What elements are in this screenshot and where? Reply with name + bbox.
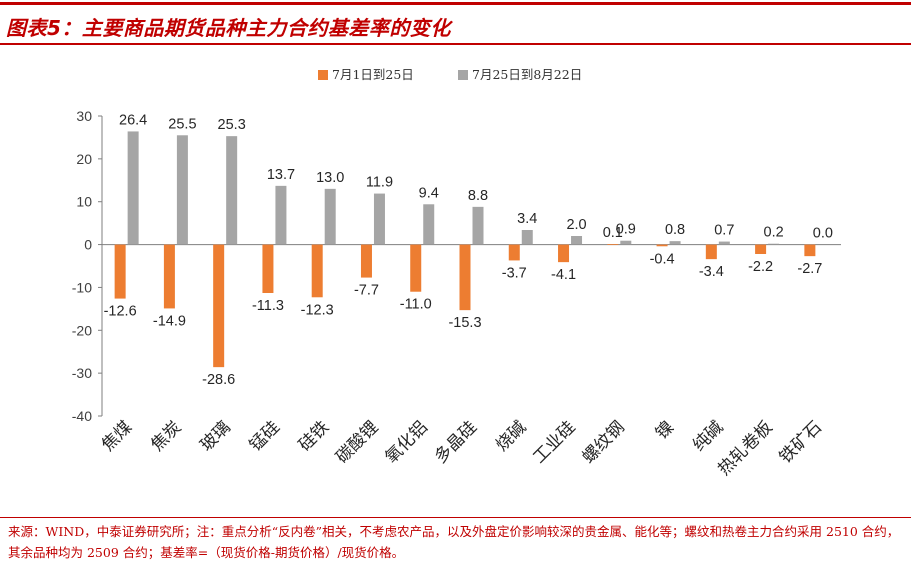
category-label: 铁矿石	[776, 417, 826, 467]
category-label: 烧碱	[492, 417, 530, 455]
legend-item-series-1: 7月1日到25日	[318, 64, 414, 83]
category-label: 焦煤	[98, 417, 136, 455]
bar-series-2	[127, 131, 139, 245]
data-label-series-1: -4.1	[551, 267, 576, 283]
data-label-series-1: -2.7	[797, 261, 822, 277]
category-label: 螺纹钢	[579, 417, 629, 467]
data-label-series-2: 25.3	[218, 117, 246, 133]
bar-series-2	[521, 230, 533, 245]
data-label-series-2: 26.4	[119, 112, 147, 128]
bar-series-1	[705, 244, 717, 260]
data-label-series-2: 0.7	[714, 223, 734, 239]
bar-series-1	[607, 244, 619, 245]
header-divider	[0, 43, 911, 45]
data-label-series-1: -3.4	[699, 264, 724, 280]
bar-series-1	[262, 244, 274, 293]
category-label: 硅铁	[295, 417, 333, 455]
bar-series-2	[768, 243, 780, 245]
category-label: 焦炭	[147, 417, 185, 455]
bar-series-2	[226, 136, 238, 245]
legend-swatch-series-2	[458, 70, 468, 80]
y-tick-label: -10	[72, 279, 92, 295]
bar-series-2	[620, 240, 632, 245]
category-label: 镍	[652, 417, 678, 443]
bar-series-2	[176, 135, 188, 245]
y-tick-label: 0	[84, 237, 92, 253]
category-label: 锰硅	[246, 417, 284, 455]
data-label-series-1: -0.4	[650, 251, 675, 267]
data-label-series-2: 3.4	[517, 211, 537, 227]
data-label-series-2: 13.7	[267, 167, 295, 183]
data-label-series-1: -7.7	[354, 283, 379, 299]
data-label-series-2: 0.8	[665, 222, 685, 238]
bar-series-1	[656, 244, 668, 247]
bar-series-1	[410, 244, 422, 292]
data-label-series-2: 2.0	[566, 217, 586, 233]
top-rule	[0, 2, 911, 5]
bar-series-2	[423, 204, 435, 245]
basis-rate-bar-chart: 30 20 10 0 -10 -20 -30 -40 -12.6 26.4 焦煤 -14.9 25.5 焦…	[72, 108, 841, 480]
bar-series-1	[804, 244, 816, 257]
data-label-series-1: 0.1	[603, 225, 623, 241]
bar-series-2	[275, 185, 287, 245]
y-tick-label: 20	[76, 151, 92, 167]
data-label-series-2: 0.9	[616, 222, 636, 238]
data-label-series-1: -2.2	[748, 259, 773, 275]
category-label: 工业硅	[529, 417, 579, 467]
bar-series-1	[163, 244, 175, 309]
category-label: 热轧卷板	[714, 417, 776, 479]
data-label-series-1: -12.6	[104, 304, 137, 320]
footer-divider	[0, 517, 911, 518]
bar-series-1	[213, 244, 225, 368]
bar-series-1	[755, 244, 767, 254]
y-tick-label: 10	[76, 194, 92, 210]
chart-legend: 7月1日到25日 7月25日到8月22日	[0, 64, 911, 84]
category-label: 多晶硅	[431, 417, 481, 467]
data-label-series-2: 0.2	[764, 225, 784, 241]
data-label-series-1: -15.3	[448, 315, 481, 331]
data-label-series-2: 8.8	[468, 188, 488, 204]
bar-series-1	[459, 244, 471, 311]
legend-label-series-1: 7月1日到25日	[332, 67, 414, 82]
data-label-series-2: 9.4	[419, 185, 439, 201]
data-label-series-1: -14.9	[153, 313, 186, 329]
data-label-series-1: -3.7	[502, 265, 527, 281]
legend-item-series-2: 7月25日到8月22日	[458, 64, 582, 83]
bar-series-2	[324, 188, 336, 245]
y-tick-label: -30	[72, 365, 92, 381]
y-tick-label: -40	[72, 408, 92, 424]
bar-series-1	[360, 244, 372, 278]
category-label: 碳酸锂	[332, 417, 382, 467]
bar-series-2	[571, 236, 583, 245]
bar-series-1	[558, 244, 570, 263]
bar-series-1	[508, 244, 520, 261]
data-label-series-1: -28.6	[202, 372, 235, 388]
bar-series-2	[373, 193, 385, 245]
y-tick-label: 30	[76, 108, 92, 124]
bar-series-1	[311, 244, 323, 298]
category-label: 玻璃	[197, 417, 235, 455]
bar-series-1	[114, 244, 126, 299]
source-note: 来源：WIND，中泰证券研究所；注：重点分析“反内卷”相关，不考虑农产品，以及外…	[8, 524, 900, 560]
bar-series-2	[718, 241, 730, 245]
data-label-series-1: -11.3	[252, 298, 284, 314]
data-label-series-2: 25.5	[168, 116, 196, 132]
bar-series-2	[472, 206, 484, 245]
category-label: 氧化铝	[382, 417, 432, 467]
legend-swatch-series-1	[318, 70, 328, 80]
legend-label-series-2: 7月25日到8月22日	[472, 67, 583, 82]
data-label-series-1: -11.0	[400, 297, 432, 313]
data-label-series-2: 13.0	[316, 170, 344, 186]
category-label: 纯碱	[689, 417, 727, 455]
y-tick-label: -20	[72, 322, 92, 338]
data-label-series-2: 11.9	[366, 175, 393, 191]
data-label-series-1: -12.3	[301, 302, 334, 318]
bar-series-2	[669, 241, 681, 245]
data-label-series-2: 0.0	[813, 226, 833, 242]
figure-title: 图表5：主要商品期货品种主力合约基差率的变化	[6, 16, 451, 40]
